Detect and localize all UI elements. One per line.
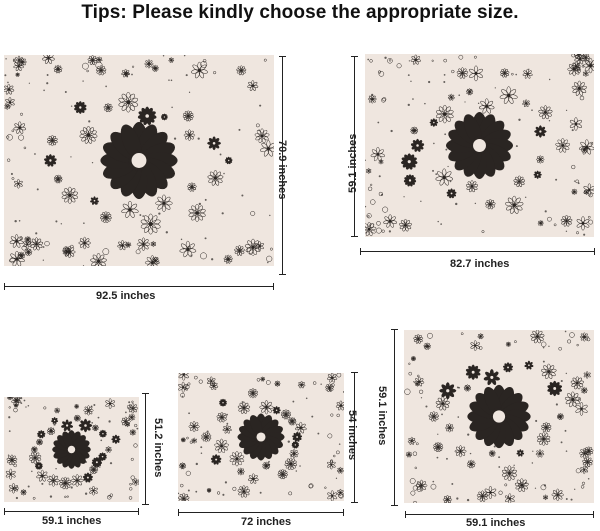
height-line-large	[282, 56, 283, 275]
mandala-pattern	[404, 330, 594, 503]
tapestry-square	[404, 330, 594, 503]
width-line-large	[4, 286, 274, 287]
width-label-small: 59.1 inches	[42, 515, 102, 527]
width-line-small	[4, 511, 139, 512]
height-label-large: 70.9 inches	[276, 140, 288, 200]
height-line-square	[394, 329, 395, 506]
width-line-medium-top	[360, 251, 595, 252]
tapestry-medium-top	[365, 54, 594, 237]
mandala-pattern	[5, 397, 139, 500]
height-label-small: 51.2 inches	[152, 418, 164, 478]
height-line-medium-top	[354, 56, 355, 237]
tapestry-small	[4, 397, 139, 502]
height-line-medium	[354, 372, 355, 503]
height-label-square: 59.1 inches	[376, 386, 388, 446]
mandala-pattern	[365, 54, 594, 237]
mandala-pattern	[4, 55, 274, 266]
tips-heading: Tips: Please kindly choose the appropria…	[81, 2, 519, 23]
width-line-medium	[178, 512, 344, 513]
height-label-medium: 54 inches	[346, 410, 358, 461]
height-label-medium-top: 59.1 inches	[347, 133, 359, 193]
tapestry-medium	[178, 373, 344, 501]
mandala-pattern	[178, 373, 344, 501]
width-label-large: 92.5 inches	[96, 290, 156, 302]
width-line-square	[405, 514, 594, 515]
width-label-medium: 72 inches	[241, 516, 292, 528]
width-label-square: 59.1 inches	[466, 517, 526, 529]
width-label-medium-top: 82.7 inches	[450, 258, 510, 270]
height-line-small	[145, 393, 146, 505]
tapestry-large	[4, 55, 274, 266]
